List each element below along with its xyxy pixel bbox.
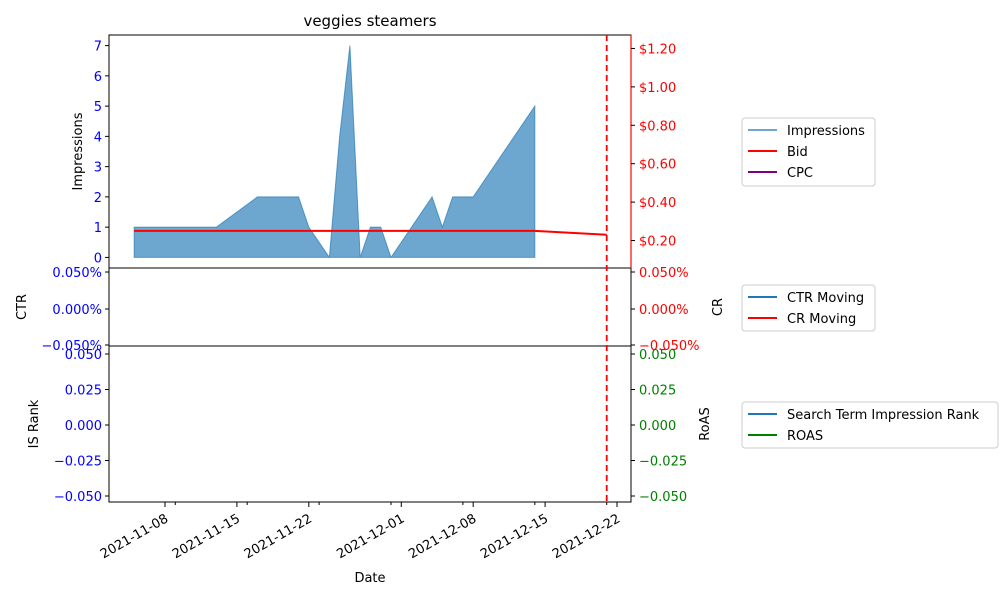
impressions-ytick-label: 3 [94, 161, 102, 176]
cr-axis-label: CR [711, 298, 726, 316]
impressions-ytick-label: 1 [94, 221, 102, 236]
ctr-ytick-label: 0.050% [52, 266, 102, 281]
roas-ytick-label: −0.050 [639, 490, 687, 505]
impressions-ytick-label: 2 [94, 191, 102, 206]
x-tick-label: 2021-12-22 [550, 511, 623, 562]
is-rank-ytick-label: 0.025 [65, 384, 102, 399]
ctr-ytick-label: −0.050% [42, 339, 102, 354]
x-axis-label: Date [354, 571, 385, 586]
x-tick-label: 2021-11-15 [170, 511, 243, 562]
legend-label: ROAS [787, 429, 823, 444]
bid-ytick-label: $0.20 [639, 235, 676, 250]
is-rank-ytick-label: −0.025 [54, 455, 102, 470]
bid-ytick-label: $1.00 [639, 81, 676, 96]
roas-ytick-label: 0.050 [639, 348, 676, 363]
ctr-ytick-label: 0.000% [52, 303, 102, 318]
impressions-area [133, 45, 536, 259]
ctr-axis-label: CTR [15, 294, 30, 320]
x-tick-label: 2021-11-22 [242, 511, 315, 562]
impressions-ytick-label: 0 [94, 251, 102, 266]
legend-label: CR Moving [787, 312, 856, 327]
impressions-axis-label: Impressions [71, 112, 86, 190]
x-tick-label: 2021-11-08 [98, 511, 171, 562]
roas-axis-label: RoAS [698, 407, 713, 441]
x-tick-label: 2021-12-15 [478, 511, 551, 562]
roas-ytick-label: 0.025 [639, 384, 676, 399]
impressions-ytick-label: 4 [94, 130, 102, 145]
cr-ytick-label: −0.050% [639, 339, 699, 354]
is-rank-ytick-label: 0.000 [65, 419, 102, 434]
is-rank-ytick-label: −0.050 [54, 490, 102, 505]
middle-panel-frame [108, 267, 632, 347]
bid-ytick-label: $0.80 [639, 119, 676, 134]
legend-label: Bid [787, 145, 808, 160]
legend-label: CTR Moving [787, 291, 864, 306]
x-tick-label: 2021-12-08 [406, 511, 479, 562]
cr-ytick-label: 0.050% [639, 266, 689, 281]
roas-ytick-label: 0.000 [639, 419, 676, 434]
roas-ytick-label: −0.025 [639, 455, 687, 470]
bid-ytick-label: $0.40 [639, 196, 676, 211]
chart-title: veggies steamers [303, 12, 436, 30]
bid-ytick-label: $1.20 [639, 42, 676, 57]
impressions-ytick-label: 5 [94, 100, 102, 115]
cr-ytick-label: 0.000% [639, 303, 689, 318]
legend-box [741, 401, 999, 449]
legend-label: Search Term Impression Rank [787, 408, 980, 423]
is-rank-axis-label: IS Rank [27, 399, 42, 448]
impressions-ytick-label: 7 [94, 40, 102, 55]
x-tick-label: 2021-12-01 [334, 511, 407, 562]
legend-box [741, 117, 876, 187]
legend-label: CPC [787, 166, 813, 181]
impressions-ytick-label: 6 [94, 70, 102, 85]
bid-line [134, 229, 607, 236]
legend-label: Impressions [787, 124, 865, 139]
is-rank-ytick-label: 0.050 [65, 348, 102, 363]
bottom-panel-frame [108, 345, 632, 503]
bid-ytick-label: $0.60 [639, 158, 676, 173]
